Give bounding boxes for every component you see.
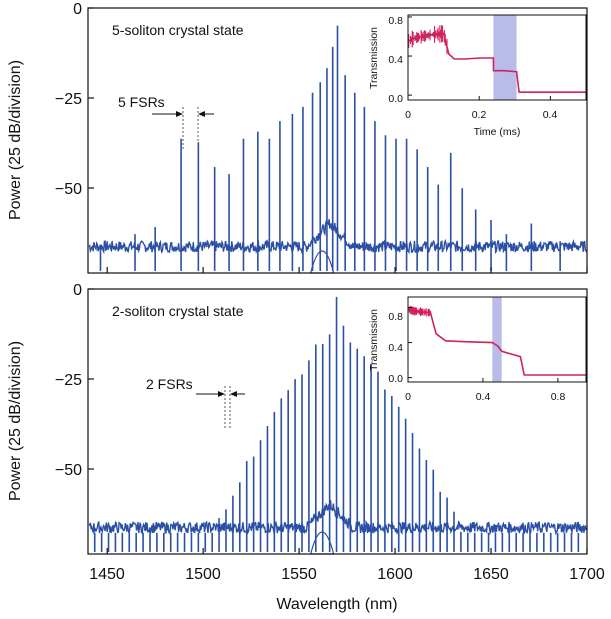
p2-inset-ytick-label-1: 0.4 bbox=[388, 342, 403, 354]
p1-inset-ytick-label-1: 0.4 bbox=[388, 54, 403, 66]
x-axis-label: Wavelength (nm) bbox=[276, 596, 397, 613]
xtick-label-1650: 1650 bbox=[473, 566, 509, 583]
p2-inset-trace bbox=[407, 308, 586, 376]
p1-inset-noise bbox=[408, 25, 448, 55]
p1-ytick-label-2: −50 bbox=[55, 181, 82, 198]
p2-inset-y-axis-label: Transmission bbox=[368, 309, 380, 371]
panel-2-soliton: 0 −25 −50 Power (25 dB/division) 2-solit… bbox=[7, 282, 605, 613]
p2-fsr-markers bbox=[196, 386, 245, 430]
p2-ytick-label-0: 0 bbox=[73, 282, 82, 299]
p2-fsr-arrowhead-right bbox=[230, 391, 237, 397]
p1-inset-ytick-label-2: 0.0 bbox=[388, 93, 403, 105]
p1-inset-y-axis-label: Transmission bbox=[368, 27, 380, 89]
p1-y-axis-label: Power (25 dB/division) bbox=[7, 60, 24, 220]
xtick-label-1450: 1450 bbox=[89, 566, 125, 583]
p2-fsr-annotation: 2 FSRs bbox=[146, 376, 193, 392]
p2-inset-highlight bbox=[492, 297, 502, 382]
p2-inset-xtick-label-2: 0.8 bbox=[551, 391, 566, 403]
xtick-label-1600: 1600 bbox=[377, 566, 413, 583]
p1-inset-frame bbox=[407, 14, 587, 101]
p1-inset-x-axis-label: Time (ms) bbox=[474, 126, 521, 138]
p1-comb-lines bbox=[99, 25, 561, 271]
p1-fsr-arrowhead-right bbox=[198, 111, 205, 117]
p1-fsr-markers bbox=[152, 107, 214, 150]
p2-inset-ytick-label-2: 0.0 bbox=[388, 373, 403, 385]
p1-x-ticks bbox=[106, 267, 588, 273]
p1-inset: 0 0.2 0.4 0.8 0.4 0.0 Time (ms) Transmis… bbox=[368, 14, 587, 138]
p2-comb-lines bbox=[93, 296, 580, 552]
p1-y-ticks bbox=[88, 7, 94, 189]
p2-inset-noise bbox=[407, 305, 431, 317]
p1-ytick-label-0: 0 bbox=[73, 1, 82, 18]
p2-inset: 0 0.4 0.8 0.8 0.4 0.0 Transmission bbox=[368, 296, 587, 403]
p1-inset-xtick-label-0: 0 bbox=[405, 109, 411, 121]
p2-y-axis-label: Power (25 dB/division) bbox=[7, 341, 24, 501]
p1-plot-frame bbox=[87, 7, 588, 274]
p2-ytick-label-2: −50 bbox=[55, 462, 82, 479]
p1-ytick-label-1: −25 bbox=[55, 91, 82, 108]
xtick-label-1550: 1550 bbox=[281, 566, 317, 583]
p1-inset-xtick-label-2: 0.4 bbox=[543, 109, 558, 121]
p2-inset-frame bbox=[407, 296, 587, 383]
p2-fsr-arrowhead-left bbox=[218, 391, 225, 397]
xtick-label-1700: 1700 bbox=[569, 566, 605, 583]
p2-y-ticks bbox=[88, 288, 94, 470]
p2-inset-ytick-label-0: 0.8 bbox=[388, 311, 403, 323]
p1-inset-highlight bbox=[493, 15, 517, 100]
p1-fsr-arrowhead-left bbox=[176, 111, 183, 117]
p2-plot-frame bbox=[87, 288, 588, 555]
p2-inset-xtick-label-1: 0.4 bbox=[476, 391, 491, 403]
p1-inset-ytick-label-0: 0.8 bbox=[388, 15, 403, 27]
p2-ytick-label-1: −25 bbox=[55, 372, 82, 389]
p2-noise-floor bbox=[88, 500, 588, 536]
p2-inset-xtick-label-0: 0 bbox=[405, 391, 411, 403]
panel-5-soliton: 0 −25 −50 Power (25 dB/division) 5-solit… bbox=[7, 1, 588, 274]
xtick-label-1500: 1500 bbox=[185, 566, 221, 583]
p2-title: 2-soliton crystal state bbox=[112, 303, 244, 319]
p1-fsr-annotation: 5 FSRs bbox=[118, 94, 165, 110]
p1-inset-xtick-label-1: 0.2 bbox=[472, 109, 487, 121]
p1-title: 5-soliton crystal state bbox=[112, 22, 244, 38]
p2-x-ticks bbox=[106, 548, 588, 554]
p1-pump-notch bbox=[309, 250, 335, 274]
